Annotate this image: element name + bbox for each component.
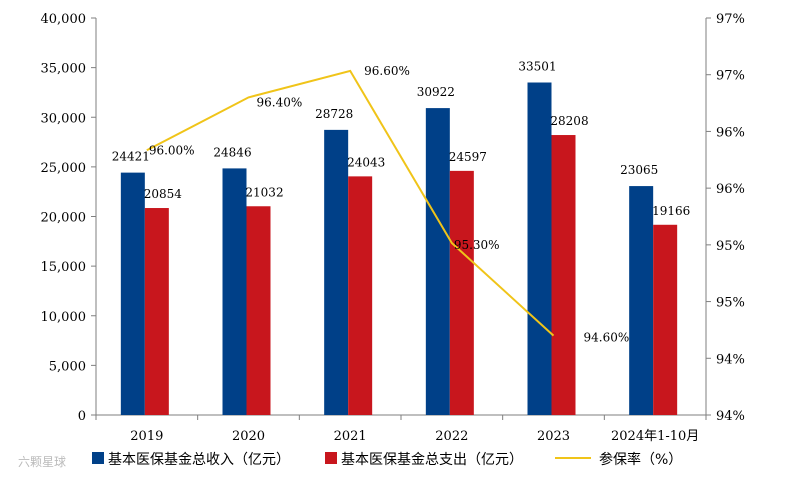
left-tick-label: 25,000	[41, 161, 87, 176]
bar-value-label: 19166	[652, 204, 690, 218]
x-tick-label: 2023	[537, 429, 570, 444]
left-tick-label: 20,000	[41, 211, 87, 226]
right-tick-label: 96%	[716, 125, 745, 140]
left-tick-label: 30,000	[41, 111, 87, 126]
left-tick-label: 35,000	[41, 62, 87, 77]
legend-label: 基本医保基金总支出（亿元）	[341, 451, 523, 468]
bar-value-label: 30922	[417, 85, 455, 99]
legend-label: 参保率（%）	[599, 451, 682, 468]
x-tick-label: 2020	[232, 429, 265, 444]
bar-value-label: 24043	[347, 155, 385, 169]
right-tick-label: 96%	[716, 182, 745, 197]
bar-income	[528, 83, 552, 415]
left-tick-label: 10,000	[41, 310, 87, 325]
x-tick-label: 2019	[130, 429, 163, 444]
bar-value-label: 24846	[213, 145, 251, 159]
labels-layer: 24421 24846 28728 30922 33501 23065 20854 21032…	[112, 60, 691, 345]
bar-expense	[653, 225, 677, 415]
right-tick-label: 94%	[716, 352, 745, 367]
bar-expense	[450, 171, 474, 415]
bar-expense	[145, 208, 169, 415]
line-value-label: 96.40%	[257, 95, 303, 109]
line-value-label: 96.60%	[364, 64, 410, 78]
bar-value-label: 28208	[550, 114, 588, 128]
right-tick-label: 95%	[716, 296, 745, 311]
legend: 基本医保基金总收入（亿元） 基本医保基金总支出（亿元） 参保率（%）	[92, 451, 682, 468]
watermark-text: 六颗星球	[18, 455, 66, 469]
legend-swatch	[325, 452, 337, 464]
bar-value-label: 21032	[245, 185, 283, 199]
left-tick-label: 40,000	[41, 12, 87, 27]
left-tick-label: 5,000	[49, 359, 86, 374]
bar-income	[629, 186, 653, 415]
bar-income	[121, 173, 145, 415]
bars-layer	[121, 83, 677, 415]
bar-income	[426, 108, 450, 415]
x-tick-label: 2021	[334, 429, 367, 444]
bar-value-label: 24421	[112, 150, 150, 164]
right-tick-label: 97%	[716, 69, 745, 84]
bar-expense	[348, 176, 372, 415]
bar-expense	[552, 135, 576, 415]
bar-income	[324, 130, 348, 415]
left-tick-label: 0	[78, 409, 86, 424]
line-value-label: 94.60%	[584, 331, 630, 345]
bar-value-label: 24597	[449, 150, 487, 164]
legend-swatch	[92, 452, 104, 464]
legend-label: 基本医保基金总收入（亿元）	[108, 451, 290, 468]
bar-value-label: 23065	[620, 163, 658, 177]
bar-value-label: 28728	[315, 107, 353, 121]
line-value-label: 95.30%	[454, 238, 500, 252]
right-tick-label: 97%	[716, 12, 745, 27]
bar-expense	[247, 206, 271, 415]
bar-value-label: 33501	[518, 60, 556, 74]
right-tick-label: 95%	[716, 239, 745, 254]
bar-value-label: 20854	[144, 187, 183, 201]
line-value-label: 96.00%	[149, 143, 195, 157]
bar-income	[223, 168, 247, 415]
x-tick-label: 2024年1-10月	[611, 429, 699, 444]
right-tick-label: 94%	[716, 409, 745, 424]
left-tick-label: 15,000	[41, 260, 87, 275]
x-tick-label: 2022	[435, 429, 468, 444]
